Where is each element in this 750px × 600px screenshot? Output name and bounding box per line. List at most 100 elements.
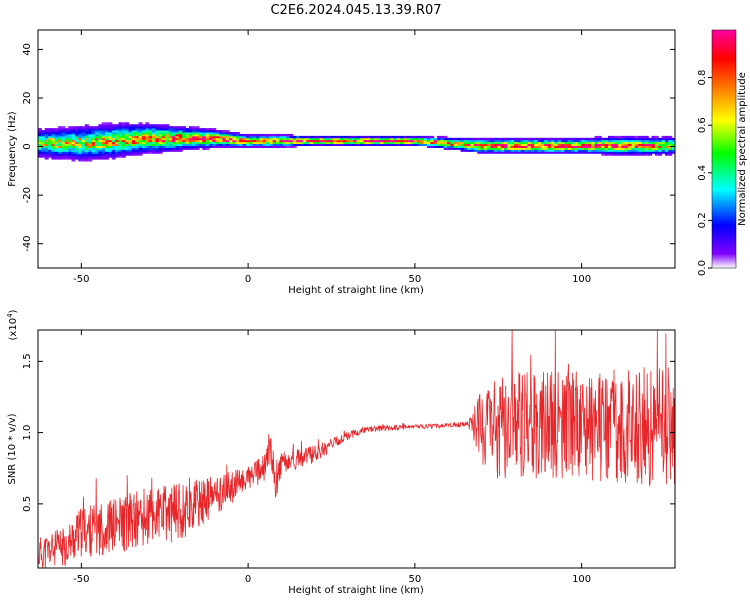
heatmap-cell <box>84 157 89 160</box>
heatmap-cell <box>282 133 287 137</box>
heatmap-cell <box>38 149 42 152</box>
heatmap-cell <box>115 153 120 156</box>
heatmap-cell <box>537 137 542 141</box>
heatmap-cell <box>571 143 576 146</box>
heatmap-cell <box>84 137 89 141</box>
heatmap-cell <box>259 135 264 139</box>
heatmap-cell <box>638 153 643 156</box>
snr-series-line <box>38 330 675 568</box>
heatmap-cell <box>229 145 234 148</box>
heatmap-cell <box>131 133 136 137</box>
heatmap-cell <box>61 149 66 152</box>
heatmap-cell <box>41 147 46 150</box>
heatmap-cell <box>628 141 633 145</box>
heatmap-cell <box>81 153 86 156</box>
heatmap-cell <box>467 141 472 145</box>
heatmap-cell <box>530 143 535 146</box>
heatmap-cell <box>507 151 512 154</box>
heatmap-cell <box>524 139 529 143</box>
heatmap-cell <box>467 143 472 146</box>
heatmap-cell <box>359 141 364 145</box>
heatmap-cell <box>299 143 304 146</box>
heatmap-cell <box>165 126 170 129</box>
heatmap-cell <box>68 128 73 131</box>
heatmap-cell <box>594 137 599 141</box>
heatmap-cell <box>527 137 532 141</box>
heatmap-cell <box>316 137 321 141</box>
heatmap-cell <box>604 143 609 146</box>
heatmap-cell <box>658 139 663 143</box>
heatmap-cell <box>165 147 170 150</box>
heatmap-cell <box>232 133 237 137</box>
heatmap-cell <box>329 139 334 143</box>
heatmap-cell <box>658 141 663 145</box>
heatmap-cell <box>138 143 143 146</box>
heatmap-cell <box>68 157 73 160</box>
heatmap-cell <box>252 145 257 148</box>
heatmap-cell <box>232 141 237 145</box>
heatmap-cell <box>185 143 190 146</box>
heatmap-cell <box>547 145 552 148</box>
heatmap-cell <box>78 157 83 160</box>
heatmap-cell <box>292 145 297 148</box>
heatmap-cell <box>641 135 646 139</box>
heatmap-cell <box>651 143 656 146</box>
heatmap-cell <box>504 141 508 145</box>
heatmap-cell <box>115 128 120 131</box>
heatmap-cell <box>255 133 260 137</box>
heatmap-cell <box>151 145 156 148</box>
heatmap-cell <box>192 141 197 145</box>
heatmap-cell <box>507 141 512 145</box>
heatmap-cell <box>108 143 113 146</box>
heatmap-cell <box>91 155 96 158</box>
heatmap-cell <box>188 147 193 150</box>
heatmap-cell <box>561 151 565 154</box>
heatmap-cell <box>121 132 126 135</box>
heatmap-frame <box>37 29 676 269</box>
heatmap-cell <box>279 145 284 148</box>
heatmap-cell <box>483 143 488 146</box>
heatmap-cell <box>74 135 79 139</box>
heatmap-cell <box>440 135 445 139</box>
heatmap-cell <box>249 137 254 141</box>
heatmap-cell <box>319 137 324 141</box>
heatmap-cell <box>91 133 96 137</box>
heatmap-cell <box>624 137 629 141</box>
heatmap-cell <box>172 133 177 137</box>
heatmap-cell <box>111 149 116 152</box>
heatmap-cell <box>473 143 478 146</box>
heatmap-cell <box>81 145 86 148</box>
heatmap-cell <box>597 137 602 141</box>
heatmap-cell <box>611 149 616 152</box>
heatmap-cell <box>172 128 177 131</box>
heatmap-cell <box>41 151 46 154</box>
heatmap-cell <box>54 141 59 145</box>
heatmap-cell <box>98 130 103 133</box>
heatmap-cell <box>571 149 576 152</box>
heatmap-cell <box>81 139 86 143</box>
heatmap-cell <box>219 141 223 145</box>
heatmap-cell <box>115 147 120 150</box>
heatmap-cell <box>182 135 187 139</box>
heatmap-cell <box>158 139 163 143</box>
svg-text:(x104): (x104) <box>6 309 19 340</box>
heatmap-cell <box>654 135 659 139</box>
heatmap-cell <box>420 137 425 141</box>
heatmap-cell <box>148 126 153 129</box>
heatmap-cell <box>386 137 391 141</box>
heatmap-cell <box>44 147 49 150</box>
heatmap-cell <box>81 126 86 129</box>
heatmap-cell <box>222 133 227 137</box>
heatmap-cell <box>597 149 602 152</box>
heatmap-cell <box>500 147 505 150</box>
heatmap-cell <box>567 141 572 145</box>
heatmap-cell <box>671 151 675 154</box>
heatmap-cell <box>634 147 639 150</box>
heatmap-cell <box>91 141 96 145</box>
heatmap-cell <box>172 147 177 150</box>
heatmap-cell <box>61 137 66 141</box>
heatmap-cell <box>567 151 572 154</box>
heatmap-cell <box>252 141 257 145</box>
heatmap-cell <box>661 145 666 148</box>
heatmap-cell <box>78 137 83 141</box>
